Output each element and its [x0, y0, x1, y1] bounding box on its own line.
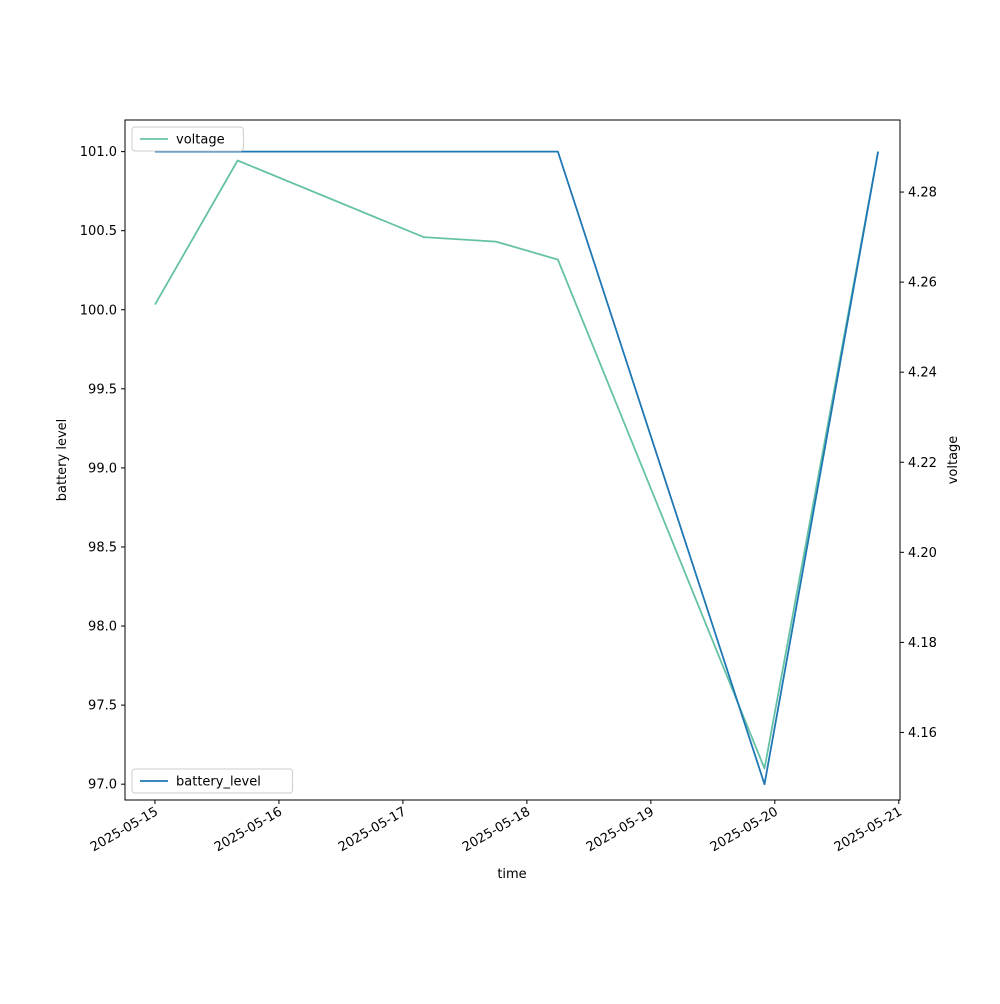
- y-left-tick-label: 101.0: [80, 145, 117, 160]
- legend-label: voltage: [176, 133, 225, 148]
- legend-box: [131, 768, 294, 794]
- y-left-axis-ticks: 97.0 97.5 98.0 98.5 99.0 99.5 100.0 100.5 101.0: [80, 145, 125, 793]
- y-right-tick-label: 4.18: [908, 636, 937, 651]
- y-right-axis-ticks: 4.16 4.18 4.20 4.22 4.24 4.26 4.28: [900, 186, 937, 741]
- series-line-battery-level: [155, 150, 879, 786]
- y-right-tick-label: 4.26: [908, 276, 937, 291]
- y-left-tick-label: 100.5: [80, 224, 117, 239]
- y-right-tick-label: 4.24: [908, 366, 937, 381]
- y-left-tick-label: 100.0: [80, 303, 117, 318]
- y-right-tick-label: 4.22: [908, 456, 937, 471]
- y-left-tick-label: 98.5: [88, 540, 117, 555]
- legends: voltage battery_level: [131, 126, 294, 794]
- y-left-tick-label: 98.0: [88, 620, 117, 635]
- legend-voltage: voltage: [131, 126, 244, 152]
- y-right-tick-label: 4.20: [908, 546, 937, 561]
- y-left-axis-label: battery level: [55, 419, 70, 502]
- y-left-tick-label: 97.0: [88, 778, 117, 793]
- y-right-axis-label: voltage: [946, 436, 961, 485]
- y-left-tick-label: 99.0: [88, 461, 117, 476]
- legend-box: [131, 126, 244, 152]
- legend-label: battery_level: [176, 775, 261, 790]
- y-left-tick-label: 99.5: [88, 382, 117, 397]
- x-axis-label: time: [497, 867, 526, 882]
- plot-frame: [124, 119, 901, 801]
- y-right-tick-label: 4.16: [908, 726, 937, 741]
- legend-battery-level: battery_level: [131, 768, 294, 794]
- y-left-tick-label: 97.5: [88, 699, 117, 714]
- plot-lines: [154, 150, 879, 786]
- series-line-voltage: [154, 151, 879, 770]
- y-right-tick-label: 4.28: [908, 186, 937, 201]
